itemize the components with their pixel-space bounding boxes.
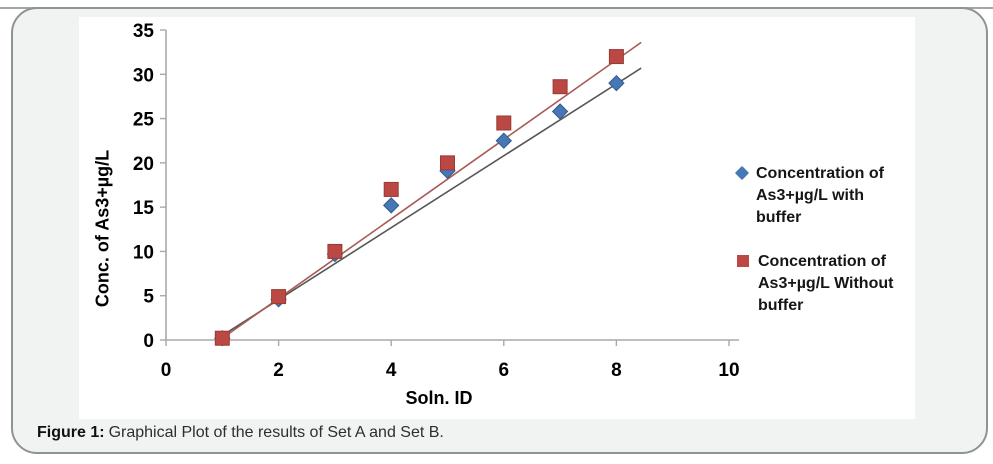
y-tick-label: 30 [133,65,154,86]
legend-label-line: As3+µg/L with [756,187,865,204]
data-point-square [496,115,512,131]
y-tick-label: 35 [133,21,155,42]
legend-entry: Concentration of As3+µg/L Without buffer [737,251,915,317]
x-tick-label: 6 [499,360,510,381]
legend-label-line: Concentration of [756,165,884,182]
y-tick-label: 0 [143,331,154,352]
chart-legend: Concentration of As3+µg/L with buffer Conce… [734,163,915,339]
y-tick-label: 10 [133,242,154,263]
data-point-square [271,289,287,305]
figure-card: 0 5 10 15 20 25 30 35 0 2 4 6 8 10 Conc. of As3+µg/L … [11,7,988,454]
legend-label-line: Concentration of [758,253,886,270]
scatter-chart: 0 5 10 15 20 25 30 35 0 2 4 6 8 10 [133,21,740,381]
square-marker-icon [737,255,749,267]
data-point-diamond [495,132,513,149]
x-tick-label: 10 [718,360,739,381]
data-point-square [383,181,399,197]
trendline [219,67,642,339]
y-axis-title: Conc. of As3+µg/L [92,149,113,308]
legend-label-line: buffer [756,209,802,226]
y-tick-label: 5 [143,287,154,308]
data-point-square [552,79,568,95]
legend-label-line: As3+µg/L Without [758,275,894,292]
legend-label-line: buffer [758,297,804,314]
chart-area: 0 5 10 15 20 25 30 35 0 2 4 6 8 10 Conc. of As3+µg/L … [79,17,915,419]
data-point-diamond [608,74,625,92]
data-point-diamond [551,103,569,120]
x-axis-title: Soln. ID [405,388,473,408]
y-tick-label: 25 [133,110,155,131]
data-point-square [327,243,343,259]
data-point-square [608,49,624,65]
x-tick-label: 0 [161,360,172,381]
data-point-square [440,155,455,171]
trendline [221,41,642,339]
x-tick-label: 2 [273,360,284,381]
figure-caption-label: Figure 1: [37,424,105,441]
x-tick-label: 4 [386,360,397,381]
figure-caption-text: Graphical Plot of the results of Set A a… [108,424,444,441]
legend-entry: Concentration of As3+µg/L with buffer [734,163,915,229]
data-point-diamond [382,197,400,214]
data-point-square [214,330,230,346]
y-tick-label: 20 [133,154,154,175]
y-tick-label: 15 [133,198,155,219]
figure-caption: Figure 1: Graphical Plot of the results o… [37,424,444,442]
legend-entry-label: Concentration of As3+µg/L Without buffer [758,251,893,317]
x-tick-label: 8 [611,360,622,381]
legend-entry-label: Concentration of As3+µg/L with buffer [756,163,884,229]
diamond-marker-icon [734,165,750,181]
